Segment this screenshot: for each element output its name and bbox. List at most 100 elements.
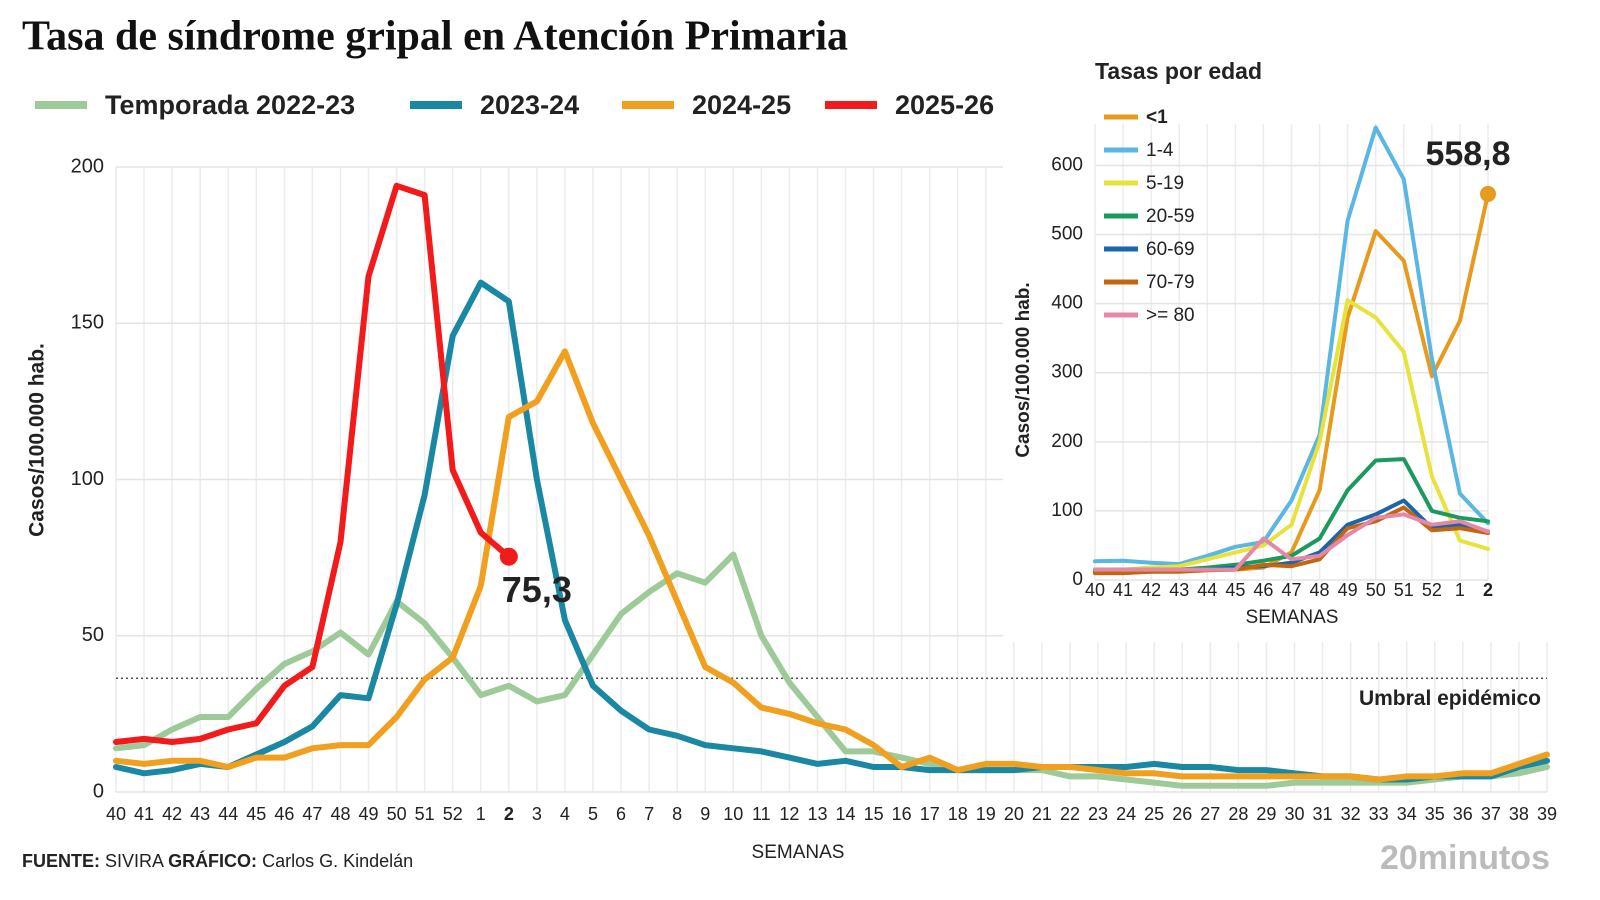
- end-point: [1480, 185, 1496, 202]
- series-line: [113, 182, 512, 745]
- x-tick-label: 31: [1313, 804, 1333, 824]
- source-text: SIVIRA: [105, 851, 164, 871]
- x-tick-label: 51: [415, 804, 435, 824]
- threshold-label: Umbral epidémico: [1359, 687, 1541, 710]
- series-line: [1093, 512, 1490, 572]
- x-tick-label: 34: [1397, 804, 1417, 824]
- x-tick-label: 39: [1537, 804, 1557, 824]
- y-tick-label: 150: [71, 312, 104, 334]
- x-tick-label: 50: [1366, 580, 1386, 600]
- x-tick-label: 26: [1172, 804, 1192, 824]
- x-tick-label: 15: [864, 804, 884, 824]
- x-tick-label: 19: [976, 804, 996, 824]
- x-tick-label: 30: [1284, 804, 1304, 824]
- y-tick-label: 0: [93, 780, 104, 802]
- x-tick-label: 37: [1481, 804, 1501, 824]
- x-tick-label: 32: [1341, 804, 1361, 824]
- x-tick-label: 1: [1455, 580, 1465, 600]
- x-tick-label: 17: [920, 804, 940, 824]
- legend-label: 2025-26: [895, 90, 994, 120]
- x-tick-label: 38: [1509, 804, 1529, 824]
- x-tick-label: 2: [1483, 580, 1493, 600]
- legend-label: 60-69: [1146, 239, 1195, 260]
- legend-label: 1-4: [1146, 140, 1174, 161]
- series-line: [113, 551, 1550, 789]
- x-tick-label: 48: [330, 804, 350, 824]
- x-tick-label: 2: [504, 804, 514, 824]
- x-tick-label: 33: [1369, 804, 1389, 824]
- x-tick-label: 42: [162, 804, 182, 824]
- x-tick-label: 12: [779, 804, 799, 824]
- x-axis-label: SEMANAS: [752, 842, 845, 863]
- x-tick-label: 44: [1197, 580, 1217, 600]
- x-tick-label: 29: [1256, 804, 1276, 824]
- x-axis-label: SEMANAS: [1246, 607, 1339, 628]
- y-tick-label: 200: [1051, 431, 1083, 452]
- x-tick-label: 44: [218, 804, 238, 824]
- x-tick-label: 41: [1113, 580, 1133, 600]
- x-tick-label: 43: [190, 804, 210, 824]
- x-tick-label: 7: [644, 804, 654, 824]
- x-tick-label: 46: [274, 804, 294, 824]
- x-tick-label: 24: [1116, 804, 1136, 824]
- x-tick-label: 50: [387, 804, 407, 824]
- x-tick-label: 45: [246, 804, 266, 824]
- page-title: Tasa de síndrome gripal en Atención Prim…: [22, 14, 848, 60]
- y-tick-label: 300: [1051, 362, 1083, 383]
- x-tick-label: 14: [836, 804, 856, 824]
- source: FUENTE: SIVIRA GRÁFICO: Carlos G. Kindel…: [22, 850, 413, 871]
- credit-text: Carlos G. Kindelán: [262, 851, 413, 871]
- value-label: 558,8: [1425, 135, 1510, 173]
- series-line: [1093, 125, 1490, 567]
- y-tick-label: 400: [1051, 293, 1083, 314]
- x-tick-label: 18: [948, 804, 968, 824]
- x-tick-label: 45: [1225, 580, 1245, 600]
- x-tick-label: 36: [1453, 804, 1473, 824]
- x-tick-label: 47: [1281, 580, 1301, 600]
- x-tick-label: 46: [1253, 580, 1273, 600]
- x-tick-label: 9: [700, 804, 710, 824]
- legend-label: >= 80: [1146, 305, 1195, 326]
- chart-1: 0 100 200 300 400 500 600 40 41 42 43 44 45 46 47 48 49 5…: [1003, 52, 1560, 642]
- y-axis-label: Casos/100.000 hab.: [1013, 282, 1034, 457]
- x-tick-label: 10: [723, 804, 743, 824]
- y-tick-label: 0: [1072, 569, 1083, 590]
- x-tick-label: 23: [1088, 804, 1108, 824]
- legend-label: 20-59: [1146, 206, 1195, 227]
- legend-label: <1: [1146, 107, 1168, 128]
- x-tick-label: 41: [134, 804, 154, 824]
- x-tick-label: 5: [588, 804, 598, 824]
- x-tick-label: 49: [359, 804, 379, 824]
- x-tick-label: 47: [302, 804, 322, 824]
- x-tick-label: 51: [1394, 580, 1414, 600]
- legend-label: 5-19: [1146, 173, 1184, 194]
- source-label: FUENTE:: [22, 851, 100, 871]
- x-tick-label: 25: [1144, 804, 1164, 824]
- x-tick-label: 11: [752, 804, 771, 824]
- x-tick-label: 8: [672, 804, 682, 824]
- x-tick-label: 21: [1032, 804, 1052, 824]
- x-tick-label: 6: [616, 804, 626, 824]
- x-tick-label: 22: [1060, 804, 1080, 824]
- x-tick-label: 1: [476, 804, 486, 824]
- x-tick-label: 52: [443, 804, 463, 824]
- x-tick-label: 49: [1338, 580, 1358, 600]
- legend-label: Temporada 2022-23: [105, 90, 355, 120]
- x-tick-label: 43: [1169, 580, 1189, 600]
- x-tick-label: 42: [1141, 580, 1161, 600]
- inset-title: Tasas por edad: [1095, 58, 1262, 84]
- y-tick-label: 500: [1051, 224, 1083, 245]
- x-tick-label: 28: [1228, 804, 1248, 824]
- x-tick-label: 52: [1422, 580, 1442, 600]
- x-tick-label: 40: [1085, 580, 1105, 600]
- y-tick-label: 100: [1051, 500, 1083, 521]
- x-tick-label: 16: [892, 804, 912, 824]
- end-point: [499, 547, 518, 566]
- y-tick-label: 50: [82, 624, 104, 646]
- x-tick-label: 35: [1425, 804, 1445, 824]
- y-tick-label: 200: [71, 155, 104, 177]
- y-tick-label: 600: [1051, 154, 1083, 175]
- legend-label: 2023-24: [480, 90, 579, 120]
